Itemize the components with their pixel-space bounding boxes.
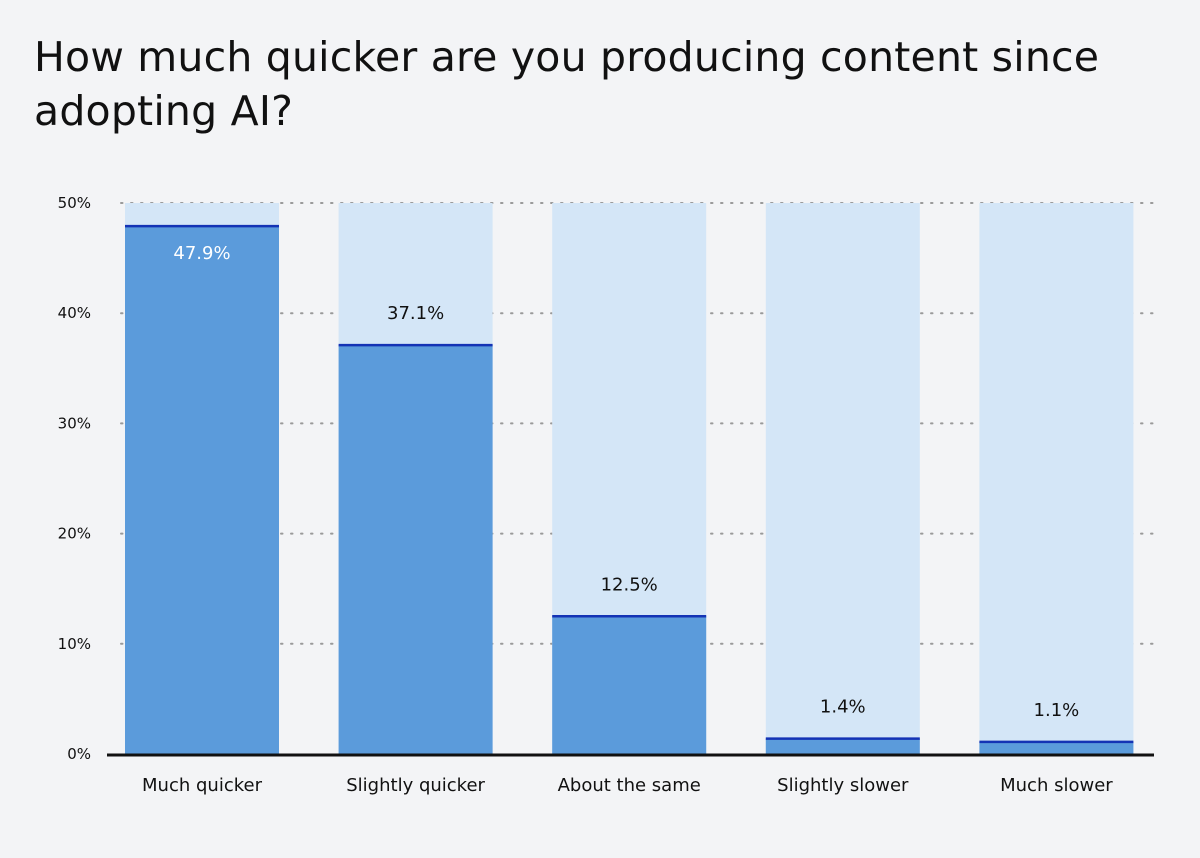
y-tick-label: 20% [58, 525, 91, 543]
y-tick-label: 50% [58, 194, 91, 212]
data-label: 37.1% [387, 303, 444, 324]
category-label: Slightly slower [777, 775, 909, 796]
data-label: 1.4% [820, 697, 866, 718]
data-label: 47.9% [173, 243, 230, 264]
y-tick-label: 30% [58, 414, 91, 432]
y-tick-label: 40% [58, 304, 91, 322]
category-label: Much quicker [142, 775, 263, 796]
bar-track [979, 203, 1134, 754]
data-label: 1.1% [1034, 700, 1080, 721]
category-label: Slightly quicker [346, 775, 485, 796]
y-tick-label: 0% [67, 745, 91, 763]
bars [125, 203, 1134, 755]
bar [979, 741, 1134, 754]
bar [338, 345, 493, 754]
bar-track [765, 203, 920, 754]
y-tick-label: 10% [58, 635, 91, 653]
category-label: About the same [558, 775, 701, 796]
category-label: Much slower [1000, 775, 1113, 796]
bar [125, 226, 279, 755]
labels: 47.9% Much quicker 37.1% Slightly quicker 12… [142, 243, 1113, 796]
axes: 0% 10% 20% 30% 40% 50% [58, 194, 1154, 763]
page-title: How much quicker are you producing conte… [34, 33, 1100, 135]
data-label: 12.5% [601, 574, 658, 595]
bar [765, 738, 920, 754]
bar [552, 616, 707, 754]
